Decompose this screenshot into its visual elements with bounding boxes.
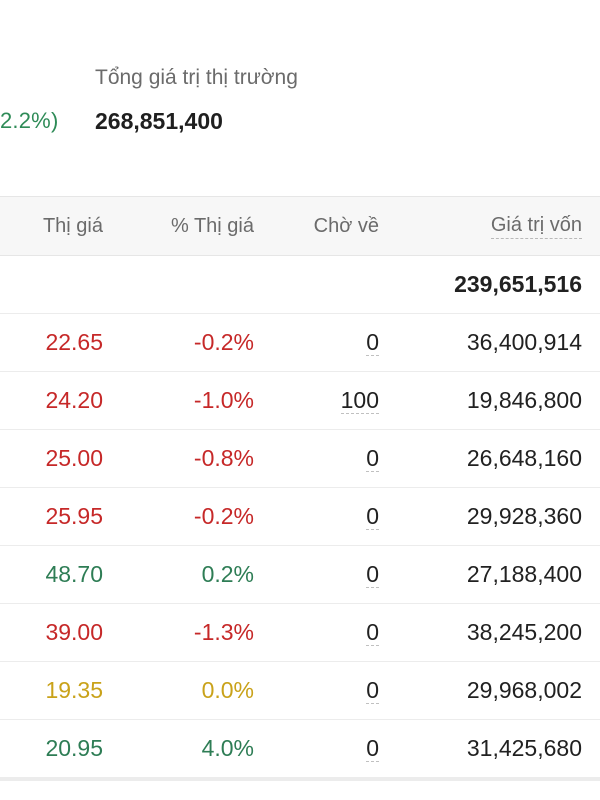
percent-cell-value: -0.2%: [193, 329, 254, 355]
price-cell: 20.95: [45, 720, 103, 777]
capital-cell-value: 29,968,002: [466, 677, 582, 703]
table-row[interactable]: 25.00 -0.8% 0 26,648,160: [0, 430, 600, 488]
pending-cell-value: 0: [366, 560, 379, 588]
percent-cell-value: -0.2%: [193, 503, 254, 529]
header-pending[interactable]: Chờ về: [314, 197, 379, 255]
percent-cell: -0.2%: [194, 314, 254, 371]
percent-cell-value: 0.2%: [201, 561, 254, 587]
price-cell-value: 25.00: [45, 445, 103, 471]
price-cell: 19.35: [45, 662, 103, 719]
pending-cell-value: 0: [366, 618, 379, 646]
pending-cell[interactable]: 0: [366, 662, 379, 719]
capital-cell-value: 31,425,680: [466, 735, 582, 761]
percent-cell: -1.3%: [194, 604, 254, 661]
capital-cell: 29,928,360: [467, 488, 582, 545]
table-header: Thị giá % Thị giá Chờ về Giá trị vốn: [0, 196, 600, 256]
capital-cell: 38,245,200: [467, 604, 582, 661]
percent-cell: 0.2%: [202, 546, 254, 603]
capital-cell-value: 38,245,200: [466, 619, 582, 645]
pending-cell-value: 0: [366, 734, 379, 762]
table-row[interactable]: 20.95 4.0% 0 31,425,680: [0, 720, 600, 778]
total-capital: 239,651,516: [454, 271, 582, 297]
table-bottom-divider: [0, 778, 600, 781]
percent-cell: -0.8%: [194, 430, 254, 487]
market-value-label: Tổng giá trị thị trường: [95, 66, 298, 89]
pending-cell[interactable]: 0: [366, 720, 379, 777]
capital-cell-value: 27,188,400: [466, 561, 582, 587]
price-cell: 25.95: [45, 488, 103, 545]
pending-cell[interactable]: 0: [366, 488, 379, 545]
price-cell-value: 22.65: [45, 329, 103, 355]
capital-cell-value: 26,648,160: [466, 445, 582, 471]
percent-cell: 0.0%: [202, 662, 254, 719]
pending-cell-value: 0: [366, 444, 379, 472]
percent-cell-value: -1.0%: [193, 387, 254, 413]
capital-cell: 31,425,680: [467, 720, 582, 777]
header-price-label: Thị giá: [42, 214, 103, 237]
price-cell-value: 19.35: [45, 677, 103, 703]
price-cell-value: 39.00: [45, 619, 103, 645]
portfolio-change-text: 2.2%): [0, 108, 59, 133]
header-price[interactable]: Thị giá: [43, 197, 103, 255]
pending-cell[interactable]: 0: [366, 430, 379, 487]
market-value: 268,851,400: [95, 108, 223, 134]
percent-cell-value: 0.0%: [201, 677, 254, 703]
header-capital-label: Giá trị vốn: [490, 214, 582, 239]
pending-cell[interactable]: 100: [340, 372, 379, 429]
price-cell-value: 24.20: [45, 387, 103, 413]
pending-cell[interactable]: 0: [366, 546, 379, 603]
table-row[interactable]: 19.35 0.0% 0 29,968,002: [0, 662, 600, 720]
table-row[interactable]: 24.20 -1.0% 100 19,846,800: [0, 372, 600, 430]
capital-cell: 19,846,800: [467, 372, 582, 429]
total-row: 239,651,516: [0, 256, 600, 314]
price-cell-value: 48.70: [45, 561, 103, 587]
price-cell-value: 20.95: [45, 735, 103, 761]
capital-cell-value: 36,400,914: [466, 329, 582, 355]
price-cell: 39.00: [45, 604, 103, 661]
pending-cell-value: 0: [366, 328, 379, 356]
header-percent[interactable]: % Thị giá: [171, 197, 254, 255]
pending-cell-value: 0: [366, 502, 379, 530]
percent-cell: -0.2%: [194, 488, 254, 545]
percent-cell-value: 4.0%: [201, 735, 254, 761]
table-row[interactable]: 25.95 -0.2% 0 29,928,360: [0, 488, 600, 546]
capital-cell: 26,648,160: [467, 430, 582, 487]
header-percent-label: % Thị giá: [170, 214, 254, 237]
header-capital[interactable]: Giá trị vốn: [490, 197, 582, 255]
pending-cell[interactable]: 0: [366, 314, 379, 371]
price-cell: 48.70: [45, 546, 103, 603]
pending-cell-value: 100: [340, 386, 379, 414]
percent-cell: -1.0%: [194, 372, 254, 429]
percent-cell-value: -1.3%: [193, 619, 254, 645]
pending-cell[interactable]: 0: [366, 604, 379, 661]
price-cell: 24.20: [45, 372, 103, 429]
header-pending-label: Chờ về: [313, 214, 379, 237]
percent-cell-value: -0.8%: [193, 445, 254, 471]
table-row[interactable]: 22.65 -0.2% 0 36,400,914: [0, 314, 600, 372]
price-cell-value: 25.95: [45, 503, 103, 529]
capital-cell-value: 19,846,800: [466, 387, 582, 413]
capital-cell: 29,968,002: [467, 662, 582, 719]
holdings-table: Thị giá % Thị giá Chờ về Giá trị vốn 239…: [0, 196, 600, 781]
table-row[interactable]: 39.00 -1.3% 0 38,245,200: [0, 604, 600, 662]
pending-cell-value: 0: [366, 676, 379, 704]
price-cell: 25.00: [45, 430, 103, 487]
capital-cell-value: 29,928,360: [466, 503, 582, 529]
percent-cell: 4.0%: [202, 720, 254, 777]
capital-cell: 27,188,400: [467, 546, 582, 603]
price-cell: 22.65: [45, 314, 103, 371]
capital-cell: 36,400,914: [467, 314, 582, 371]
table-row[interactable]: 48.70 0.2% 0 27,188,400: [0, 546, 600, 604]
